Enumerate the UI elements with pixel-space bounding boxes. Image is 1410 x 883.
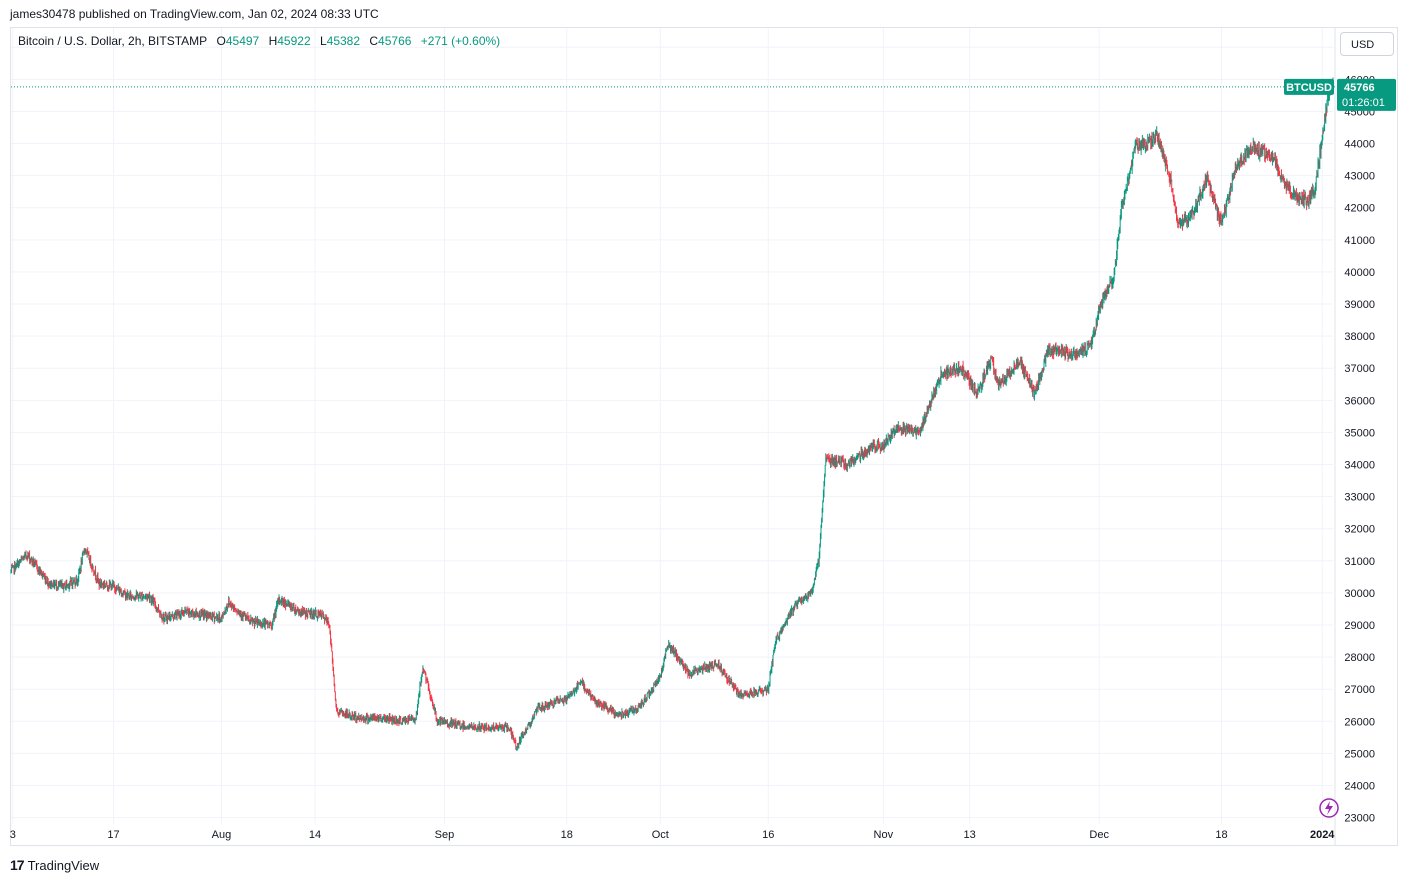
price-tick-label: 42000 [1344, 203, 1375, 215]
price-tick-label: 24000 [1344, 780, 1375, 792]
time-tick-label: 2024 [1310, 829, 1335, 841]
price-tick-label: 36000 [1344, 395, 1375, 407]
time-tick-label: 18 [561, 829, 573, 841]
high-value: 45922 [277, 34, 311, 48]
price-tick-label: 28000 [1344, 652, 1375, 664]
open-value: 45497 [225, 34, 260, 48]
tradingview-brand[interactable]: 17 TradingView [10, 857, 99, 873]
countdown-timer: 01:26:01 [1342, 97, 1385, 109]
open-label: O [216, 34, 226, 48]
time-tick-label: Sep [435, 829, 455, 841]
price-tick-label: 30000 [1344, 588, 1375, 600]
close-label: C [369, 34, 379, 48]
time-tick-label: 18 [1215, 829, 1227, 841]
price-tag-value: 45766 [1344, 82, 1375, 94]
price-tick-label: 27000 [1344, 684, 1375, 696]
time-tick-label: Oct [652, 829, 669, 841]
price-tick-label: 40000 [1344, 267, 1375, 279]
time-tick-label: 14 [309, 829, 321, 841]
high-label: H [268, 34, 278, 48]
symbol-legend: Bitcoin / U.S. Dollar, 2h, BITSTAMP O454… [18, 34, 500, 48]
price-tick-label: 44000 [1344, 139, 1375, 151]
bolt-icon[interactable] [1318, 797, 1340, 819]
price-tick-label: 35000 [1344, 427, 1375, 439]
chart-frame [10, 27, 1398, 846]
price-tick-label: 23000 [1344, 813, 1375, 825]
price-tick-label: 39000 [1344, 299, 1375, 311]
price-tick-label: 25000 [1344, 748, 1375, 760]
price-tick-label: 33000 [1344, 492, 1375, 504]
time-tick-label: 3 [10, 829, 16, 841]
time-tick-label: 17 [107, 829, 119, 841]
price-tick-label: 29000 [1344, 620, 1375, 632]
change-value: +271 (+0.60%) [420, 34, 501, 48]
price-tick-label: 41000 [1344, 235, 1375, 247]
price-tick-label: 31000 [1344, 556, 1375, 568]
price-tick-label: 26000 [1344, 716, 1375, 728]
price-tick-label: 32000 [1344, 524, 1375, 536]
price-tick-label: 38000 [1344, 331, 1375, 343]
price-tick-label: 37000 [1344, 363, 1375, 375]
symbol-tag-bg [1284, 78, 1334, 95]
time-axis: 3 17 Aug 14 Sep 18 Oct 16 Nov 13 Dec 18 2024 [10, 829, 1336, 841]
brand-label: TradingView [27, 857, 100, 873]
low-value: 45382 [326, 34, 361, 48]
time-tick-label: 13 [964, 829, 976, 841]
symbol-description: Bitcoin / U.S. Dollar, 2h, BITSTAMP [18, 34, 208, 48]
price-tick-label: 34000 [1344, 460, 1375, 472]
candles [10, 77, 1334, 751]
low-label: L [319, 34, 327, 48]
price-axis: 23000 24000 25000 26000 27000 28000 29000 30000… [1344, 42, 1375, 824]
published-info: james30478 published on TradingView.com,… [10, 7, 379, 21]
grid [11, 28, 1333, 824]
symbol-tag: BTCUSD [1286, 82, 1332, 94]
price-tick-label: 43000 [1344, 171, 1375, 183]
time-tick-label: 16 [762, 829, 774, 841]
price-tag: BTCUSD 45766 01:26:01 [1284, 78, 1396, 111]
tradingview-logo-icon: 17 [10, 857, 25, 873]
time-tick-label: Nov [874, 829, 894, 841]
close-value: 45766 [378, 34, 412, 48]
time-tick-label: Dec [1089, 829, 1109, 841]
price-tag-bg [1337, 78, 1396, 111]
currency-button[interactable]: USD [1340, 32, 1394, 56]
time-tick-label: Aug [212, 829, 232, 841]
